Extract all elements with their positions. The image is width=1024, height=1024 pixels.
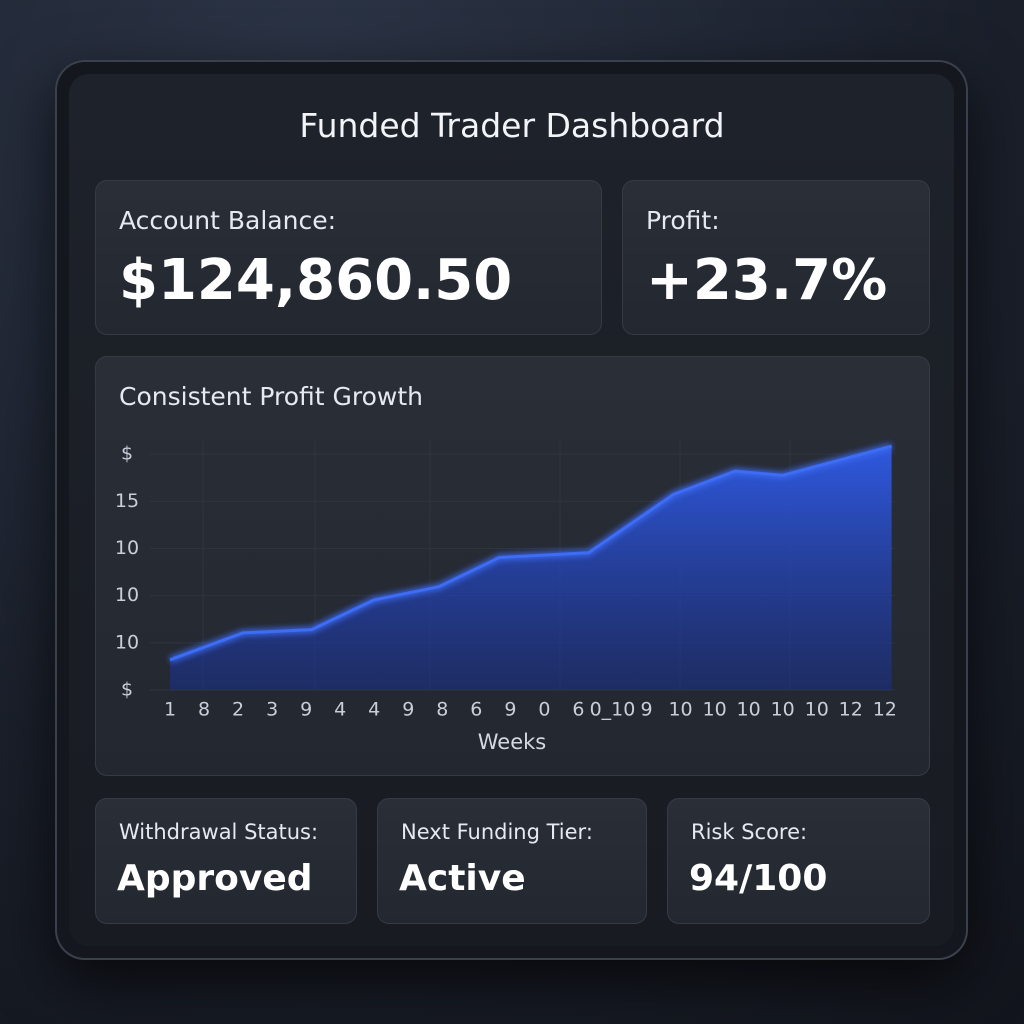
card-value: +23.7%: [646, 248, 888, 313]
chart-card: Consistent Profit Growth: [95, 356, 930, 776]
chart-title: Consistent Profit Growth: [119, 382, 424, 411]
status-card: Next Funding Tier: Active: [377, 798, 647, 924]
card-label: Next Funding Tier:: [401, 820, 593, 844]
card-value: 94/100: [689, 858, 828, 899]
status-card: Withdrawal Status: Approved: [95, 798, 357, 924]
card-value: Active: [399, 858, 526, 899]
card-label: Risk Score:: [691, 820, 808, 844]
dashboard-title: Funded Trader Dashboard: [299, 106, 725, 145]
status-card: Risk Score: 94/100: [667, 798, 930, 924]
card-value: Approved: [117, 858, 313, 899]
card-label: Withdrawal Status:: [119, 820, 319, 844]
balance-card: Account Balance: $124,860.50: [95, 180, 602, 335]
card-label: Account Balance:: [119, 206, 337, 235]
card-label: Profit:: [646, 206, 720, 235]
profit-card: Profit: +23.7%: [622, 180, 930, 335]
card-value: $124,860.50: [119, 248, 513, 313]
